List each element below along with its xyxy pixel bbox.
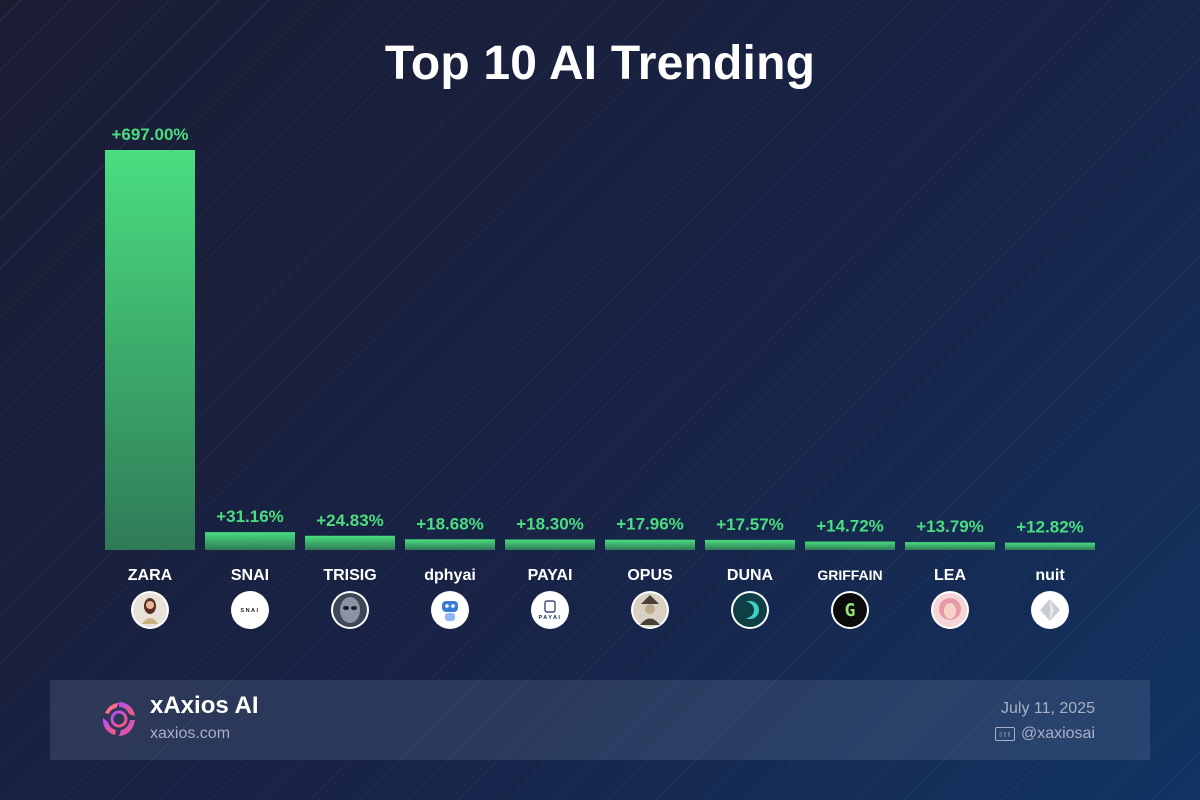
bar-chart: +697.00% ZARA +31.16% SNAI SNAI +24.83% TRISIG…	[105, 125, 1095, 629]
ornate-figure-icon	[631, 591, 669, 629]
category-label: OPUS	[627, 567, 673, 584]
bar-opus	[605, 539, 695, 550]
bar-value-label: +18.68%	[416, 514, 484, 533]
bar-zara	[105, 150, 195, 550]
pixel-g-icon: G	[831, 591, 869, 629]
payai-logo-icon: PAYAI	[531, 591, 569, 629]
bar-nuit	[1005, 542, 1095, 550]
report-date: July 11, 2025	[1001, 700, 1095, 717]
bar-duna	[705, 539, 795, 550]
social-handle-row[interactable]: ▯▯▯ @xaxiosai	[994, 725, 1095, 743]
snai-logo-icon: SNAI	[231, 591, 269, 629]
bar-trisig	[305, 535, 395, 550]
chart-title: Top 10 AI Trending	[384, 37, 816, 90]
avatar-text: SNAI	[240, 608, 259, 614]
bar-value-label: +17.96%	[616, 515, 684, 534]
category-label: dphyai	[424, 567, 476, 584]
crystal-icon	[1031, 591, 1069, 629]
woman-portrait-icon	[131, 591, 169, 629]
bar-value-label: +24.83%	[316, 511, 384, 530]
category-label: nuit	[1035, 567, 1065, 584]
category-label: ZARA	[128, 567, 173, 584]
pink-hair-girl-icon	[931, 591, 969, 629]
bar-dphyai	[405, 539, 495, 550]
bar-value-label: +18.30%	[516, 514, 584, 533]
robot-icon	[431, 591, 469, 629]
xaxios-logo-icon	[102, 702, 135, 736]
social-handle: @xaxiosai	[1020, 725, 1095, 742]
category-label: GRIFFAIN	[817, 567, 882, 583]
bar-value-label: +14.72%	[816, 517, 884, 536]
footer-bar: xAxios AI xaxios.com July 11, 2025 ▯▯▯ @…	[50, 680, 1150, 760]
bar-value-label: +31.16%	[216, 507, 284, 526]
bar-snai	[205, 532, 295, 550]
bar-value-label: +697.00%	[111, 125, 188, 144]
category-label: TRISIG	[323, 567, 376, 584]
brand-url[interactable]: xaxios.com	[150, 725, 231, 742]
bar-griffain	[805, 541, 895, 550]
x-social-icon: ▯▯▯	[994, 727, 1015, 741]
category-label: SNAI	[231, 567, 269, 584]
alien-face-icon	[331, 591, 369, 629]
bar-value-label: +12.82%	[1016, 518, 1084, 537]
avatar-text: G	[845, 600, 856, 621]
moon-icon	[731, 591, 769, 629]
category-label: PAYAI	[528, 567, 573, 584]
bar-value-label: +13.79%	[916, 517, 984, 536]
bar-value-label: +17.57%	[716, 515, 784, 534]
brand-name: xAxios AI	[150, 692, 259, 719]
avatar-text: PAYAI	[539, 615, 562, 621]
bar-lea	[905, 542, 995, 550]
category-label: LEA	[934, 567, 966, 584]
category-label: DUNA	[727, 567, 774, 584]
bar-payai	[505, 539, 595, 550]
